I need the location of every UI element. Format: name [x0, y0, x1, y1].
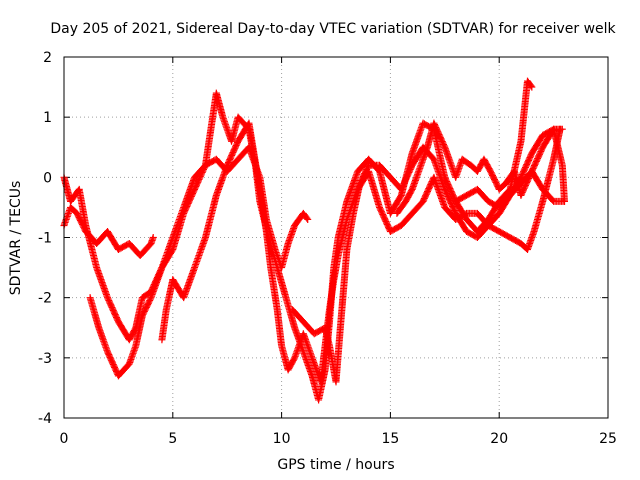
x-tick-label: 25	[599, 431, 617, 447]
y-tick-label: 2	[43, 50, 52, 66]
data-point	[149, 234, 157, 241]
series-track-4	[158, 119, 564, 386]
y-tick-label: -4	[38, 411, 52, 427]
data-point	[528, 83, 536, 91]
y-tick-label: -2	[38, 291, 52, 307]
data-point	[560, 197, 568, 205]
points-layer	[60, 77, 568, 404]
y-tick-label: 0	[43, 170, 52, 186]
y-axis-label: SDTVAR / TECUs	[8, 181, 24, 296]
plot-frame	[63, 56, 609, 419]
x-tick-label: 10	[273, 431, 291, 447]
x-tick-label: 20	[490, 431, 508, 447]
data-point	[558, 125, 566, 133]
series-track-7	[452, 167, 568, 211]
series-track-1	[60, 203, 157, 260]
x-tick-label: 0	[60, 431, 69, 447]
data-point	[527, 82, 535, 90]
data-point	[303, 214, 311, 222]
y-tick-label: -1	[38, 231, 52, 247]
series-track-5	[288, 125, 566, 386]
chart-title: Day 205 of 2021, Sidereal Day-to-day VTE…	[50, 21, 616, 37]
y-tick-label: -3	[38, 351, 52, 367]
y-tick-label: 1	[43, 110, 52, 126]
x-tick-label: 5	[168, 431, 177, 447]
x-axis-label: GPS time / hours	[277, 457, 394, 473]
data-point	[304, 215, 312, 223]
x-tick-label: 15	[381, 431, 399, 447]
